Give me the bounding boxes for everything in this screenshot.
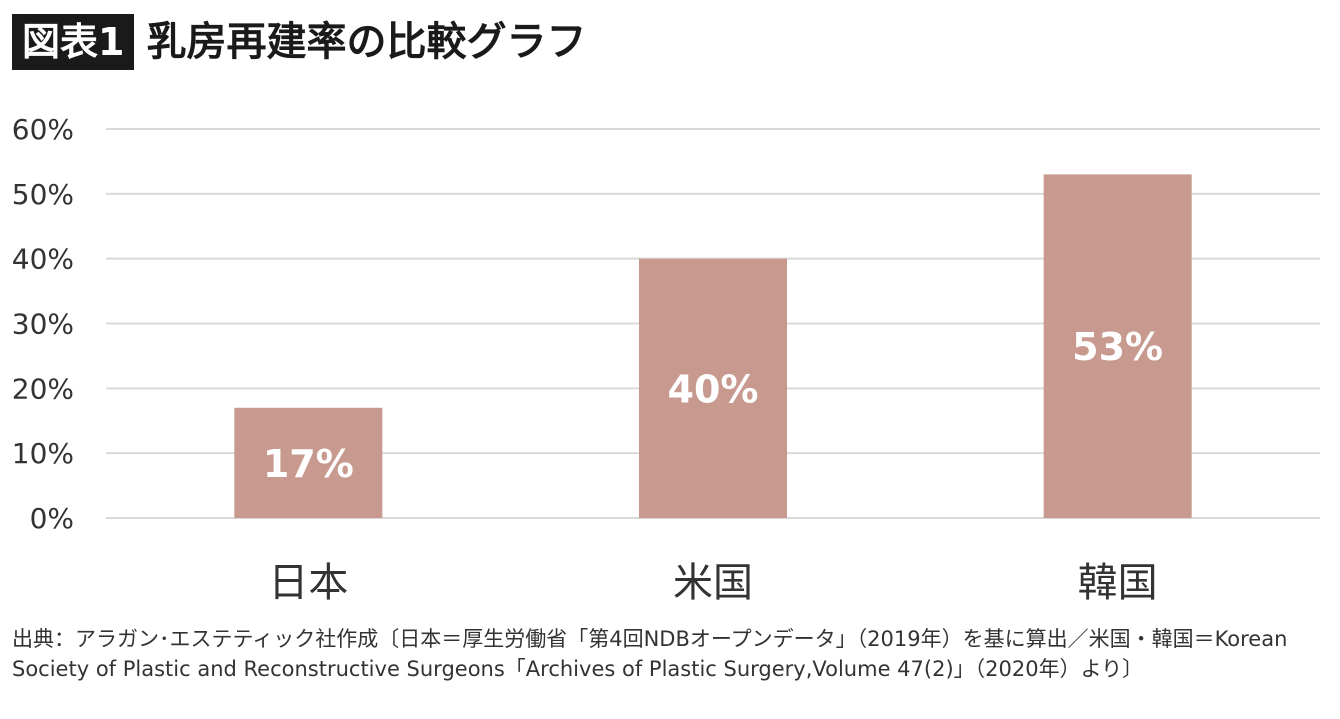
- bar-chart: 0% 10% 20% 30% 40% 50% 60% 17% 日本 40% 米国 53% 韓国: [12, 113, 1320, 606]
- y-tick-label: 40%: [12, 243, 74, 276]
- data-label: 40%: [668, 367, 759, 411]
- y-tick-label: 50%: [12, 178, 74, 211]
- bar: [234, 407, 383, 518]
- y-tick-label: 30%: [12, 308, 74, 341]
- y-tick-label: 10%: [12, 437, 74, 470]
- chart-title: 乳房再建率の比較グラフ: [146, 19, 587, 65]
- bar: [1043, 174, 1192, 518]
- bar: [639, 258, 787, 518]
- data-label: 53%: [1072, 325, 1163, 369]
- y-tick-label: 60%: [12, 113, 74, 146]
- y-tick-label: 20%: [12, 372, 74, 405]
- y-tick-label: 0%: [30, 502, 74, 535]
- x-tick-label: 韓国: [1078, 560, 1158, 606]
- x-tick-label: 米国: [673, 560, 753, 606]
- source-note: 出典：アラガン･エステティック社作成〔日本＝厚生労働省「第4回NDBオープンデー…: [12, 627, 1288, 681]
- figure-label: 図表1: [12, 14, 135, 70]
- chart-title-block: 図表1 乳房再建率の比較グラフ: [12, 14, 586, 70]
- data-label: 17%: [263, 442, 354, 486]
- x-tick-label: 日本: [268, 560, 348, 606]
